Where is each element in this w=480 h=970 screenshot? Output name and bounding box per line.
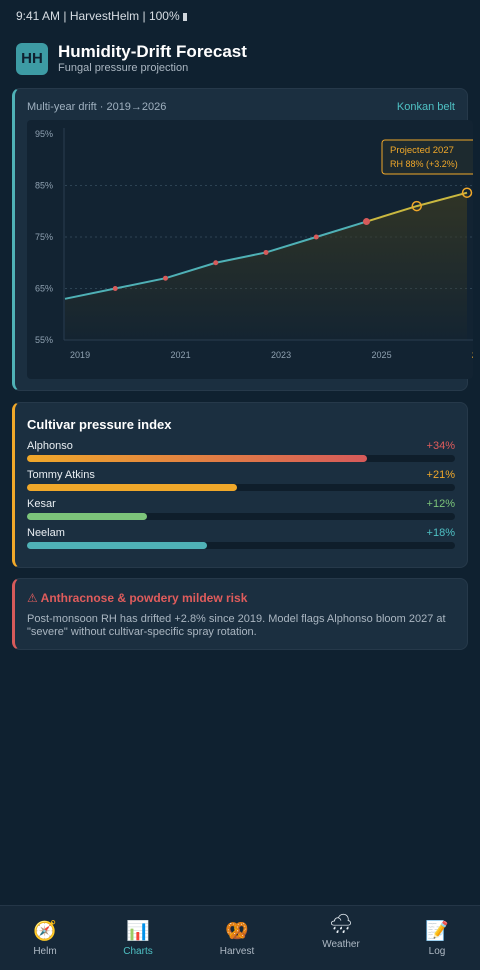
risk-title: ⚠ Anthracnose & powdery mildew risk <box>27 591 248 605</box>
nav-label: Weather <box>322 939 360 950</box>
pressure-title: Cultivar pressure index <box>27 417 172 432</box>
y-tick-label: 65% <box>35 284 53 294</box>
projected-point <box>411 200 422 212</box>
nav-helm[interactable]: 🧭 Helm <box>0 906 93 970</box>
risk-alert-card: ⚠ Anthracnose & powdery mildew risk Post… <box>12 578 468 650</box>
cultivar-delta: +21% <box>426 469 455 481</box>
y-tick-label: 55% <box>35 335 53 345</box>
pressure-bar-fill <box>27 542 207 549</box>
data-point <box>363 218 370 226</box>
drift-line-chart: 95% 85% 75% 65% 55% 2019 2021 2023 2025 2027 Proje… <box>35 128 473 360</box>
pressure-track <box>27 484 455 491</box>
area-fill <box>65 192 467 340</box>
app-logo: HH <box>16 42 48 75</box>
pressure-card: Cultivar pressure index Alphonso +34% Tomm… <box>12 402 468 568</box>
pretzel-icon: 🥨 <box>225 921 249 942</box>
rain-cloud-icon: 🌧 <box>328 914 354 935</box>
y-tick-label: 75% <box>35 232 53 242</box>
nav-label: Harvest <box>219 946 255 957</box>
cultivar-name: Alphonso <box>27 440 73 452</box>
page-subtitle: Fungal pressure projection <box>58 62 189 74</box>
bottom-nav: 🧭 Helm 📊 Charts 🥨 Harvest 🌧 Weather 📝 Lo… <box>0 905 480 970</box>
nav-label: Charts <box>123 946 153 957</box>
callout-title: Projected 2027 <box>390 145 454 156</box>
projection-callout <box>381 139 473 175</box>
cultivar-delta: +34% <box>426 440 455 452</box>
pressure-track <box>27 513 455 520</box>
cultivar-delta: +18% <box>426 527 455 539</box>
x-tick-label: 2019 <box>70 350 90 360</box>
chart-header: Multi-year drift · 2019→2026 Konkan belt <box>27 101 455 113</box>
status-text: 9:41 AM | HarvestHelm | 100% <box>16 9 180 23</box>
header-titles: Humidity-Drift Forecast Fungal pressure … <box>58 42 247 75</box>
status-bar: 9:41 AM | HarvestHelm | 100% <box>16 9 187 23</box>
y-tick-label: 85% <box>35 181 53 191</box>
pressure-bar-fill <box>27 513 147 520</box>
nav-harvest[interactable]: 🥨 Harvest <box>189 906 285 970</box>
x-tick-label: 2027 <box>472 350 473 360</box>
page-title: Humidity-Drift Forecast <box>58 42 247 61</box>
compass-icon: 🧭 <box>33 921 57 942</box>
data-point <box>163 275 168 281</box>
data-point <box>263 249 269 255</box>
pressure-bar-fill <box>27 484 237 491</box>
pressure-track <box>27 455 455 462</box>
data-point <box>213 260 219 266</box>
projected-line <box>366 191 468 223</box>
battery-icon <box>182 13 187 21</box>
nav-label: Helm <box>33 946 57 957</box>
callout-value: RH 88% (+3.2%) <box>390 159 458 169</box>
pressure-bar-fill <box>27 455 367 462</box>
data-point <box>112 286 118 291</box>
y-tick-label: 95% <box>35 129 53 139</box>
projected-point <box>461 187 473 198</box>
region-label[interactable]: Konkan belt <box>396 101 455 113</box>
x-tick-label: 2025 <box>372 350 392 360</box>
page-header: HH Humidity-Drift Forecast Fungal pressu… <box>16 42 247 75</box>
cultivar-name: Neelam <box>27 527 65 539</box>
data-point <box>313 234 319 240</box>
cultivar-delta: +12% <box>426 498 455 510</box>
nav-weather[interactable]: 🌧 Weather <box>293 906 389 970</box>
x-tick-label: 2023 <box>271 350 291 360</box>
risk-body: Post-monsoon RH has drifted +2.8% since … <box>27 613 446 638</box>
pressure-track <box>27 542 455 549</box>
cultivar-name: Tommy Atkins <box>27 469 95 481</box>
nav-label: Log <box>428 946 446 957</box>
plot-area: 95% 85% 75% 65% 55% 2019 2021 2023 2025 2027 Proje… <box>27 120 473 379</box>
memo-icon: 📝 <box>425 921 449 942</box>
x-tick-label: 2021 <box>171 350 191 360</box>
chart-title: Multi-year drift · 2019→2026 <box>27 101 167 113</box>
cultivar-name: Kesar <box>27 498 56 510</box>
nav-charts[interactable]: 📊 Charts <box>90 906 186 970</box>
nav-log[interactable]: 📝 Log <box>389 906 480 970</box>
bar-chart-icon: 📊 <box>126 921 150 942</box>
drift-chart-card: Multi-year drift · 2019→2026 Konkan belt… <box>12 88 473 391</box>
